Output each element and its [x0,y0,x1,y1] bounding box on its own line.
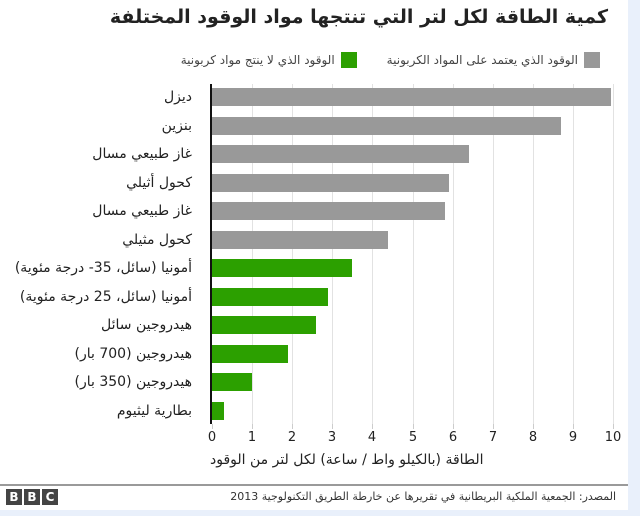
category-label: هيدروجين سائل [101,317,192,333]
x-tick-label: 6 [448,430,458,445]
bbc-logo-letter: C [42,489,58,505]
bar [212,145,469,163]
x-tick-mark [413,424,414,429]
source-note: المصدر: الجمعية الملكية البريطانية في تق… [230,490,616,503]
y-axis-line [210,84,212,424]
bar [212,117,561,135]
x-tick-label: 2 [287,430,297,445]
legend-swatch-grey [584,52,600,68]
x-tick-mark [252,424,253,429]
grid-line [573,84,574,424]
grid-line [332,84,333,424]
bar [212,202,445,220]
category-label: كحول أثيلي [126,175,192,191]
x-tick-mark [533,424,534,429]
bar [212,174,449,192]
legend-label: الوقود الذي يعتمد على المواد الكربونية [386,53,578,67]
chart-card: كمية الطاقة لكل لتر التي تنتجها مواد الو… [0,0,628,510]
grid-line [413,84,414,424]
x-tick-label: 10 [604,430,622,445]
x-tick-label: 0 [207,430,217,445]
grid-line [453,84,454,424]
category-label: هيدروجين (350 بار) [74,374,192,390]
bar [212,88,611,106]
x-tick-label: 1 [247,430,257,445]
x-tick-mark [212,424,213,429]
legend: الوقود الذي يعتمد على المواد الكربونية ا… [181,52,600,68]
footer-divider [0,484,628,486]
bar [212,402,224,420]
category-label: كحول مثيلي [122,232,192,248]
bar [212,288,328,306]
category-label: غاز طبيعي مسال [92,146,192,162]
chart-title: كمية الطاقة لكل لتر التي تنتجها مواد الو… [109,6,608,28]
grid-line [372,84,373,424]
legend-swatch-green [340,52,357,68]
grid-line [533,84,534,424]
x-tick-label: 3 [327,430,337,445]
x-tick-mark [372,424,373,429]
x-tick-label: 5 [408,430,418,445]
category-label: أمونيا (سائل، 25 درجة مئوية) [19,289,192,305]
bbc-logo-letter: B [6,489,22,505]
x-axis-title: الطاقة (بالكيلو واط / ساعة) لكل لتر من ا… [210,452,484,468]
category-label: بطارية ليثيوم [116,403,192,419]
x-tick-mark [292,424,293,429]
grid-line [292,84,293,424]
legend-label: الوقود الذي لا ينتج مواد كربونية [180,53,335,67]
bar [212,316,316,334]
x-tick-label: 9 [568,430,578,445]
legend-item-carbon: الوقود الذي يعتمد على المواد الكربونية [387,52,600,68]
x-tick-label: 4 [367,430,377,445]
category-label: أمونيا (سائل، 35- درجة مئوية) [14,260,192,276]
bbc-logo-letter: B [24,489,40,505]
grid-line [493,84,494,424]
x-tick-mark [493,424,494,429]
bar [212,373,252,391]
x-tick-mark [573,424,574,429]
category-label: غاز طبيعي مسال [92,203,192,219]
bar [212,345,288,363]
category-label: بنزين [161,118,192,134]
legend-item-carbon-free: الوقود الذي لا ينتج مواد كربونية [181,52,357,68]
x-tick-label: 8 [528,430,538,445]
x-tick-label: 7 [488,430,498,445]
bar [212,231,388,249]
x-tick-mark [332,424,333,429]
x-tick-mark [613,424,614,429]
bar [212,259,352,277]
category-label: هيدروجين (700 بار) [74,346,192,362]
category-label: ديزل [163,89,192,105]
bbc-logo: B B C [6,489,58,505]
grid-line [252,84,253,424]
x-tick-mark [453,424,454,429]
grid-line [613,84,614,424]
